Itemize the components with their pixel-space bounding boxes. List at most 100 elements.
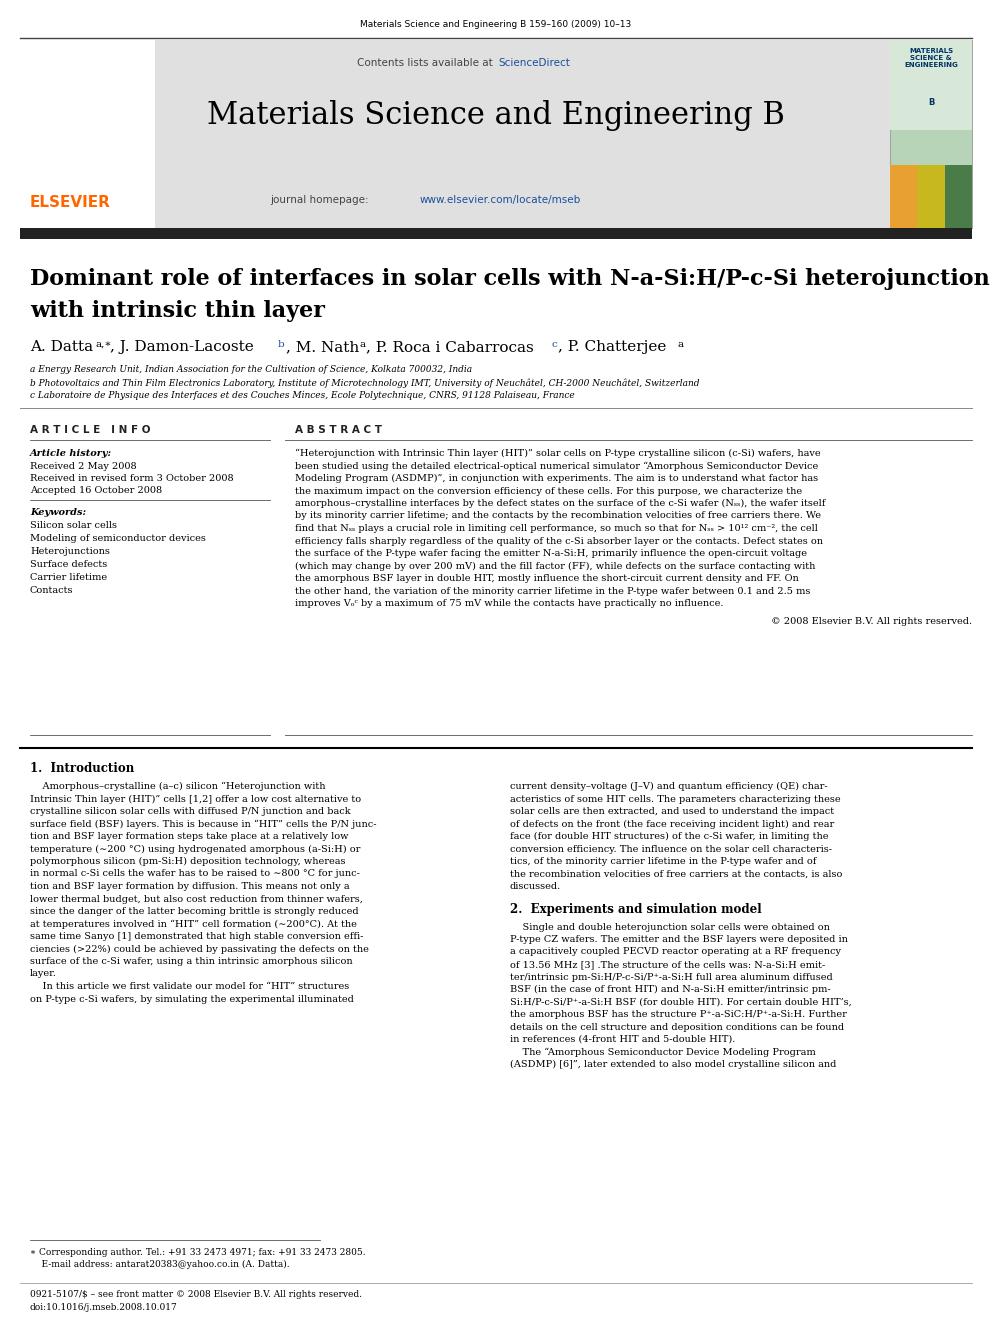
Text: details on the cell structure and deposition conditions can be found: details on the cell structure and deposi… (510, 1023, 844, 1032)
Bar (155, 40, 890, 228)
Text: ELSEVIER: ELSEVIER (30, 194, 111, 210)
Text: 0921-5107/$ – see front matter © 2008 Elsevier B.V. All rights reserved.: 0921-5107/$ – see front matter © 2008 El… (30, 1290, 362, 1299)
Text: a Energy Research Unit, Indian Association for the Cultivation of Science, Kolka: a Energy Research Unit, Indian Associati… (30, 365, 472, 374)
Text: , J. Damon-Lacoste: , J. Damon-Lacoste (110, 340, 254, 355)
Text: Accepted 16 October 2008: Accepted 16 October 2008 (30, 486, 162, 495)
Text: the recombination velocities of free carriers at the contacts, is also: the recombination velocities of free car… (510, 869, 842, 878)
Text: lower thermal budget, but also cost reduction from thinner wafers,: lower thermal budget, but also cost redu… (30, 894, 363, 904)
Text: Received in revised form 3 October 2008: Received in revised form 3 October 2008 (30, 474, 234, 483)
Bar (890, 165, 972, 228)
Text: improves Vₒᶜ by a maximum of 75 mV while the contacts have practically no influe: improves Vₒᶜ by a maximum of 75 mV while… (295, 599, 723, 609)
Text: In this article we first validate our model for “HIT” structures: In this article we first validate our mo… (30, 982, 349, 991)
Text: BSF (in the case of front HIT) and N-a-Si:H emitter/intrinsic pm-: BSF (in the case of front HIT) and N-a-S… (510, 986, 830, 994)
Bar (917, 165, 945, 228)
Text: ScienceDirect: ScienceDirect (498, 58, 569, 67)
Text: by its minority carrier lifetime; and the contacts by the recombination velociti: by its minority carrier lifetime; and th… (295, 512, 821, 520)
Text: Materials Science and Engineering B 159–160 (2009) 10–13: Materials Science and Engineering B 159–… (360, 20, 632, 29)
Text: doi:10.1016/j.mseb.2008.10.017: doi:10.1016/j.mseb.2008.10.017 (30, 1303, 178, 1312)
Text: Silicon solar cells: Silicon solar cells (30, 521, 117, 531)
Text: Article history:: Article history: (30, 448, 112, 458)
Text: polymorphous silicon (pm-Si:H) deposition technology, whereas: polymorphous silicon (pm-Si:H) depositio… (30, 857, 345, 867)
Text: been studied using the detailed electrical-optical numerical simulator “Amorphou: been studied using the detailed electric… (295, 462, 818, 471)
Text: conversion efficiency. The influence on the solar cell characteris-: conversion efficiency. The influence on … (510, 844, 832, 853)
Text: The “Amorphous Semiconductor Device Modeling Program: The “Amorphous Semiconductor Device Mode… (510, 1048, 815, 1057)
Text: Single and double heterojunction solar cells were obtained on: Single and double heterojunction solar c… (510, 922, 830, 931)
Text: with intrinsic thin layer: with intrinsic thin layer (30, 300, 324, 321)
Text: A. Datta: A. Datta (30, 340, 93, 355)
Text: b: b (278, 340, 285, 349)
Text: surface of the c-Si wafer, using a thin intrinsic amorphous silicon: surface of the c-Si wafer, using a thin … (30, 957, 352, 966)
Text: in normal c-Si cells the wafer has to be raised to ∼800 °C for junc-: in normal c-Si cells the wafer has to be… (30, 869, 360, 878)
Text: Heterojunctions: Heterojunctions (30, 546, 110, 556)
Text: temperature (∼200 °C) using hydrogenated amorphous (a-Si:H) or: temperature (∼200 °C) using hydrogenated… (30, 844, 360, 853)
Text: 1.  Introduction: 1. Introduction (30, 762, 134, 775)
Text: , P. Roca i Cabarrocas: , P. Roca i Cabarrocas (366, 340, 534, 355)
Text: in references (4-front HIT and 5-double HIT).: in references (4-front HIT and 5-double … (510, 1035, 735, 1044)
Text: (which may change by over 200 mV) and the fill factor (FF), while defects on the: (which may change by over 200 mV) and th… (295, 561, 815, 570)
Text: same time Sanyo [1] demonstrated that high stable conversion effi-: same time Sanyo [1] demonstrated that hi… (30, 931, 363, 941)
Text: Amorphous–crystalline (a–c) silicon “Heterojunction with: Amorphous–crystalline (a–c) silicon “Het… (30, 782, 325, 791)
Text: A R T I C L E   I N F O: A R T I C L E I N F O (30, 425, 151, 435)
Text: Modeling Program (ASDMP)”, in conjunction with experiments. The aim is to unders: Modeling Program (ASDMP)”, in conjunctio… (295, 474, 818, 483)
Text: , P. Chatterjee: , P. Chatterjee (558, 340, 667, 355)
Text: tion and BSF layer formation by diffusion. This means not only a: tion and BSF layer formation by diffusio… (30, 882, 349, 890)
Text: a: a (678, 340, 684, 349)
Text: Materials Science and Engineering B: Materials Science and Engineering B (207, 101, 785, 131)
Text: a,∗: a,∗ (95, 340, 111, 349)
Text: at temperatures involved in “HIT” cell formation (∼200°C). At the: at temperatures involved in “HIT” cell f… (30, 919, 357, 929)
Text: , M. Nath: , M. Nath (286, 340, 359, 355)
Bar (890, 165, 917, 228)
Text: Modeling of semiconductor devices: Modeling of semiconductor devices (30, 534, 206, 542)
Text: A B S T R A C T: A B S T R A C T (295, 425, 382, 435)
Text: the amorphous BSF has the structure P⁺-a-SiC:H/P⁺-a-Si:H. Further: the amorphous BSF has the structure P⁺-a… (510, 1009, 847, 1019)
Text: c: c (552, 340, 558, 349)
Text: crystalline silicon solar cells with diffused P/N junction and back: crystalline silicon solar cells with dif… (30, 807, 350, 816)
Text: current density–voltage (J–V) and quantum efficiency (QE) char-: current density–voltage (J–V) and quantu… (510, 782, 827, 791)
Text: ∗ Corresponding author. Tel.: +91 33 2473 4971; fax: +91 33 2473 2805.: ∗ Corresponding author. Tel.: +91 33 247… (30, 1248, 366, 1257)
Bar (890, 40, 972, 228)
Bar (20, 40, 155, 228)
Text: the other hand, the variation of the minority carrier lifetime in the P-type waf: the other hand, the variation of the min… (295, 586, 810, 595)
Text: journal homepage:: journal homepage: (270, 194, 372, 205)
Text: Intrinsic Thin layer (HIT)” cells [1,2] offer a low cost alternative to: Intrinsic Thin layer (HIT)” cells [1,2] … (30, 795, 361, 803)
Text: discussed.: discussed. (510, 882, 561, 890)
Text: b Photovoltaics and Thin Film Electronics Laboratory, Institute of Microtechnolo: b Photovoltaics and Thin Film Electronic… (30, 378, 699, 388)
Text: of defects on the front (the face receiving incident light) and rear: of defects on the front (the face receiv… (510, 819, 834, 828)
Text: efficiency falls sharply regardless of the quality of the c-Si absorber layer or: efficiency falls sharply regardless of t… (295, 537, 823, 545)
Text: Carrier lifetime: Carrier lifetime (30, 573, 107, 582)
Text: find that Nₛₛ plays a crucial role in limiting cell performance, so much so that: find that Nₛₛ plays a crucial role in li… (295, 524, 817, 533)
Text: Received 2 May 2008: Received 2 May 2008 (30, 462, 137, 471)
Text: on P-type c-Si wafers, by simulating the experimental illuminated: on P-type c-Si wafers, by simulating the… (30, 995, 354, 1004)
Text: Dominant role of interfaces in solar cells with N-a-Si:H/P-c-Si heterojunction: Dominant role of interfaces in solar cel… (30, 269, 990, 290)
Text: ciencies (>22%) could be achieved by passivating the defects on the: ciencies (>22%) could be achieved by pas… (30, 945, 369, 954)
Text: surface field (BSF) layers. This is because in “HIT” cells the P/N junc-: surface field (BSF) layers. This is beca… (30, 819, 377, 828)
Text: c Laboratoire de Physique des Interfaces et des Couches Minces, Ecole Polytechni: c Laboratoire de Physique des Interfaces… (30, 392, 574, 400)
Text: a: a (359, 340, 365, 349)
Text: MATERIALS
SCIENCE &
ENGINEERING: MATERIALS SCIENCE & ENGINEERING (904, 48, 958, 67)
Bar (890, 40, 972, 130)
Text: a capacitively coupled PECVD reactor operating at a RF frequency: a capacitively coupled PECVD reactor ope… (510, 947, 841, 957)
Text: (ASDMP) [6]”, later extended to also model crystalline silicon and: (ASDMP) [6]”, later extended to also mod… (510, 1060, 836, 1069)
Text: solar cells are then extracted, and used to understand the impact: solar cells are then extracted, and used… (510, 807, 834, 816)
Text: P-type CZ wafers. The emitter and the BSF layers were deposited in: P-type CZ wafers. The emitter and the BS… (510, 935, 848, 945)
Text: the amorphous BSF layer in double HIT, mostly influence the short-circuit curren: the amorphous BSF layer in double HIT, m… (295, 574, 799, 583)
Text: layer.: layer. (30, 970, 57, 979)
Text: the surface of the P-type wafer facing the emitter N-a-Si:H, primarily influence: the surface of the P-type wafer facing t… (295, 549, 807, 558)
Text: 2.  Experiments and simulation model: 2. Experiments and simulation model (510, 902, 762, 916)
Text: since the danger of the latter becoming brittle is strongly reduced: since the danger of the latter becoming … (30, 908, 359, 916)
Bar (20, 228, 972, 239)
Text: tics, of the minority carrier lifetime in the P-type wafer and of: tics, of the minority carrier lifetime i… (510, 857, 816, 867)
Text: amorphous–crystalline interfaces by the defect states on the surface of the c-Si: amorphous–crystalline interfaces by the … (295, 499, 825, 508)
Text: ter/intrinsic pm-Si:H/P-c-Si/P⁺-a-Si:H full area aluminum diffused: ter/intrinsic pm-Si:H/P-c-Si/P⁺-a-Si:H f… (510, 972, 832, 982)
Text: “Heterojunction with Intrinsic Thin layer (HIT)” solar cells on P-type crystalli: “Heterojunction with Intrinsic Thin laye… (295, 448, 820, 458)
Text: E-mail address: antarat20383@yahoo.co.in (A. Datta).: E-mail address: antarat20383@yahoo.co.in… (30, 1259, 290, 1269)
Text: face (for double HIT structures) of the c-Si wafer, in limiting the: face (for double HIT structures) of the … (510, 832, 828, 841)
Text: of 13.56 MHz [3] .The structure of the cells was: N-a-Si:H emit-: of 13.56 MHz [3] .The structure of the c… (510, 960, 825, 968)
Text: Contacts: Contacts (30, 586, 73, 595)
Bar (945, 165, 972, 228)
Text: Keywords:: Keywords: (30, 508, 86, 517)
Text: www.elsevier.com/locate/mseb: www.elsevier.com/locate/mseb (420, 194, 581, 205)
Text: tion and BSF layer formation steps take place at a relatively low: tion and BSF layer formation steps take … (30, 832, 348, 841)
Text: B: B (928, 98, 934, 107)
Text: the maximum impact on the conversion efficiency of these cells. For this purpose: the maximum impact on the conversion eff… (295, 487, 803, 496)
